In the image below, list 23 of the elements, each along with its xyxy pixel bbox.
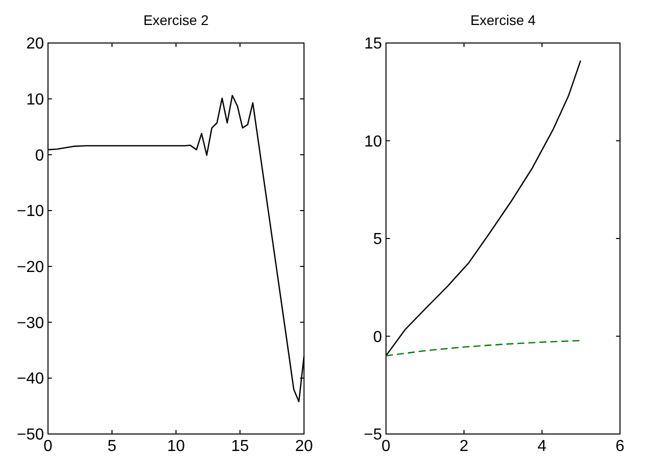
y-tick-label: −5 (364, 426, 382, 444)
y-tick-label: −50 (16, 426, 44, 444)
y-tick-label: 10 (26, 91, 44, 108)
x-tick-label: 4 (538, 438, 547, 455)
y-tick-label: −20 (16, 259, 44, 276)
chart-title: Exercise 4 (470, 12, 536, 28)
x-tick-label: 2 (460, 438, 469, 455)
x-tick-label: 6 (616, 438, 625, 455)
x-tick-label: 5 (108, 438, 117, 455)
chart-title: Exercise 2 (143, 12, 209, 28)
y-tick-label: −30 (16, 314, 44, 332)
y-tick-label: 20 (26, 36, 44, 53)
y-tick-label: 0 (373, 328, 382, 346)
y-tick-label: −40 (16, 370, 44, 388)
x-tick-label: 20 (295, 438, 313, 455)
x-tick-label: 10 (167, 438, 185, 455)
y-tick-label: 0 (35, 147, 44, 164)
line-series (385, 340, 582, 356)
y-tick-label: 10 (364, 133, 382, 150)
x-tick-label: 15 (231, 438, 249, 455)
y-tick-label: 15 (364, 36, 382, 53)
y-tick-label: −10 (16, 203, 44, 220)
y-tick-label: 5 (373, 231, 382, 248)
